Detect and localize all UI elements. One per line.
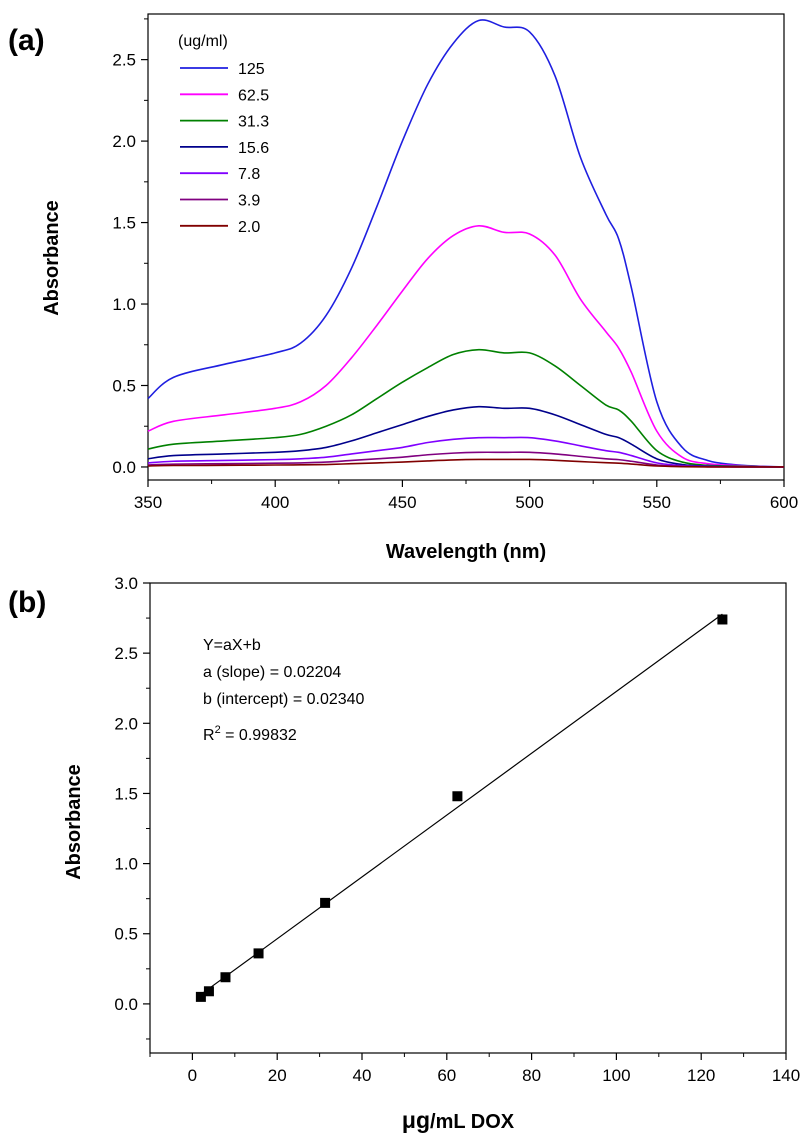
series-line-15.6 xyxy=(147,405,785,468)
legend-label-15.6: 15.6 xyxy=(238,140,269,157)
series-line-2.0 xyxy=(147,458,784,468)
panel-b: (b) 0 20 40 60 80 100 120 140 0.0 0.5 1.0 1.5 2.0 2.5… xyxy=(8,574,800,1133)
series-line-125 xyxy=(147,19,785,468)
panel-b-x-tick-label: 100 xyxy=(602,1066,630,1085)
panel-b-points xyxy=(195,614,728,1002)
panel-a-y-tick-label: 1.5 xyxy=(112,214,136,233)
data-point xyxy=(717,614,728,625)
panel-b-fit-line-group xyxy=(200,613,723,995)
panel-b-label: (b) xyxy=(8,586,46,619)
r-squared-superscript: 2 xyxy=(215,724,221,736)
panel-a-label: (a) xyxy=(8,24,45,57)
panel-a-x-tick-label: 550 xyxy=(643,493,671,512)
panel-a-y-tick-label: 1.0 xyxy=(112,295,136,314)
panel-a-x-axis-title: Wavelength (nm) xyxy=(386,541,546,563)
slope-text: a (slope) = 0.02204 xyxy=(203,664,341,681)
panel-b-annotations: Y=aX+b a (slope) = 0.02204 b (intercept)… xyxy=(203,637,365,744)
legend-label-62.5: 62.5 xyxy=(238,87,269,104)
panel-b-x-axis-title: μg/mL DOX xyxy=(402,1107,515,1133)
panel-b-x-tick-label: 120 xyxy=(687,1066,715,1085)
data-point xyxy=(195,991,206,1002)
series-line-31.3 xyxy=(147,348,785,468)
panel-b-x-tick-label: 60 xyxy=(437,1066,456,1085)
intercept-text: b (intercept) = 0.02340 xyxy=(203,691,365,708)
panel-b-y-tick-label: 3.0 xyxy=(114,574,138,593)
panel-a-y-tick-label: 0.5 xyxy=(112,376,136,395)
panel-b-y-tick-label: 2.0 xyxy=(114,714,138,733)
panel-b-x-tick-label: 40 xyxy=(353,1066,372,1085)
panel-a-y-axis-title: Absorbance xyxy=(41,200,63,316)
data-point xyxy=(452,791,463,802)
panel-b-y-tick-label: 1.5 xyxy=(114,784,138,803)
panel-a-y-tick-label: 2.5 xyxy=(112,51,136,70)
panel-b-y-tick-label: 0.0 xyxy=(114,995,138,1014)
panel-b-ticks: 0 20 40 60 80 100 120 140 0.0 0.5 1.0 1.5 2.0 2.5 3.0 xyxy=(114,574,800,1085)
legend-label-31.3: 31.3 xyxy=(238,114,269,131)
series-line-62.5 xyxy=(147,225,785,468)
panel-b-x-tick-label: 0 xyxy=(188,1066,197,1085)
panel-a-x-tick-label: 400 xyxy=(261,493,289,512)
panel-a-plot-frame xyxy=(147,13,785,481)
legend-title: (ug/ml) xyxy=(178,33,228,50)
panel-a-ticks: 350 400 450 500 550 600 0.0 0.5 1.0 1.5 2.0 2.5 xyxy=(112,18,798,512)
data-point xyxy=(203,986,214,997)
data-point xyxy=(253,948,264,959)
panel-b-x-tick-label: 20 xyxy=(268,1066,287,1085)
panel-b-y-axis-title: Absorbance xyxy=(63,764,85,880)
x-axis-unit-prefix: μg xyxy=(402,1107,430,1133)
panel-a-x-tick-label: 350 xyxy=(134,493,162,512)
panel-a-y-tick-label: 0.0 xyxy=(112,458,136,477)
panel-b-y-tick-label: 2.5 xyxy=(114,644,138,663)
panel-a-x-tick-label: 500 xyxy=(515,493,543,512)
panel-a-x-tick-label: 450 xyxy=(388,493,416,512)
panel-a-y-tick-label: 2.0 xyxy=(112,132,136,151)
panel-b-x-tick-label: 140 xyxy=(772,1066,800,1085)
panel-b-plot-frame xyxy=(149,582,787,1054)
legend-label-3.9: 3.9 xyxy=(238,193,260,210)
r-squared-prefix: R xyxy=(203,727,215,744)
legend-label-125: 125 xyxy=(238,61,265,78)
data-point xyxy=(320,897,331,908)
legend-label-2.0: 2.0 xyxy=(238,219,260,236)
fit-line xyxy=(200,613,723,995)
r-squared-value: = 0.99832 xyxy=(221,727,297,744)
panel-a-x-tick-label: 600 xyxy=(770,493,798,512)
panel-a: (a) 350 400 450 500 550 600 0.0 0.5 1.0 1.5 2.0 2.5… xyxy=(8,13,798,563)
panel-b-y-tick-label: 1.0 xyxy=(114,855,138,874)
data-point xyxy=(220,972,231,983)
equation-text: Y=aX+b xyxy=(203,637,261,654)
panel-a-legend: (ug/ml) 125 62.5 31.3 15.6 7.8 3.9 2.0 xyxy=(178,33,269,236)
panel-a-curves xyxy=(147,19,785,468)
panel-b-y-tick-label: 0.5 xyxy=(114,925,138,944)
r-squared-text: R2 = 0.99832 xyxy=(203,724,297,744)
legend-label-7.8: 7.8 xyxy=(238,166,260,183)
panel-b-x-tick-label: 80 xyxy=(522,1066,541,1085)
x-axis-unit-suffix: /mL DOX xyxy=(430,1111,515,1133)
